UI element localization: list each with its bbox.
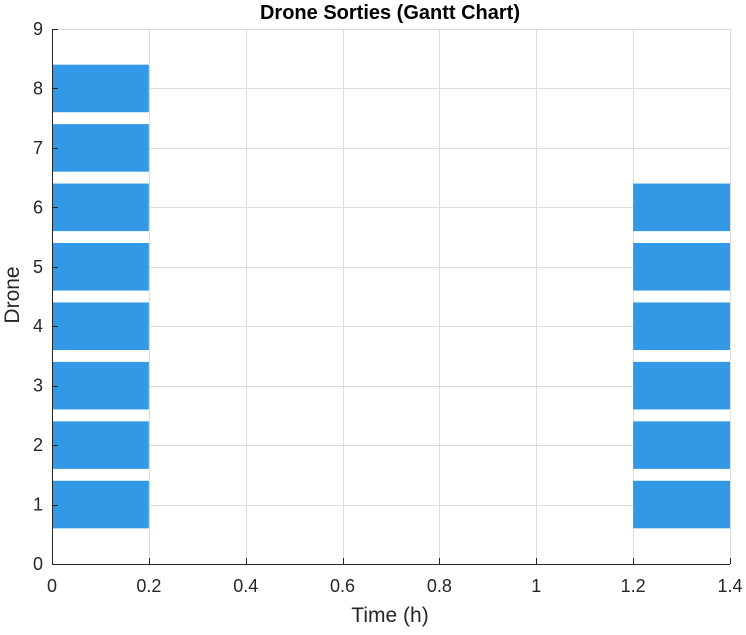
x-tick-label: 0 [47, 576, 57, 596]
y-tick-label: 1 [33, 495, 43, 515]
y-tick-label: 7 [33, 138, 43, 158]
sortie-bar-drone-6 [52, 183, 149, 232]
y-axis-label: Drone [1, 266, 24, 323]
y-tick-label: 2 [33, 435, 43, 455]
tick-labels: 0 0.2 0.4 0.6 0.8 1 1.2 1.4 0 1 2 3 4 5 6 7 8 9 [33, 19, 743, 596]
chart-title: Drone Sorties (Gantt Chart) [260, 2, 520, 24]
y-tick-label: 6 [33, 197, 43, 217]
sortie-bars [52, 64, 730, 529]
x-axis-label: Time (h) [351, 604, 428, 627]
grid-lines [52, 29, 731, 565]
x-tick-label: 0.6 [330, 576, 355, 596]
y-tick-label: 3 [33, 376, 43, 396]
y-tick-label: 4 [33, 316, 43, 336]
sortie-bar-drone-3 [633, 361, 730, 410]
sortie-bar-drone-7 [52, 124, 149, 172]
y-tick-label: 8 [33, 78, 43, 98]
x-tick-label: 1.2 [621, 576, 646, 596]
sortie-bar-drone-6 [633, 183, 730, 232]
sortie-bar-drone-4 [52, 302, 149, 350]
sortie-bar-drone-8 [52, 64, 149, 113]
sortie-bar-drone-1 [633, 480, 730, 529]
sortie-bar-drone-3 [52, 361, 149, 410]
sortie-bar-drone-2 [52, 421, 149, 469]
sortie-bar-drone-2 [633, 421, 730, 469]
x-tick-label: 1.4 [717, 576, 742, 596]
sortie-bar-drone-4 [633, 302, 730, 350]
sortie-bar-drone-5 [633, 243, 730, 291]
x-tick-label: 1 [531, 576, 541, 596]
x-tick-label: 0.8 [427, 576, 452, 596]
axes [52, 29, 731, 565]
sortie-bar-drone-1 [52, 480, 149, 529]
x-tick-label: 0.2 [136, 576, 161, 596]
x-tick-label: 0.4 [233, 576, 258, 596]
sortie-bar-drone-5 [52, 243, 149, 291]
y-tick-label: 9 [33, 19, 43, 39]
y-tick-label: 0 [33, 554, 43, 574]
y-tick-label: 5 [33, 257, 43, 277]
